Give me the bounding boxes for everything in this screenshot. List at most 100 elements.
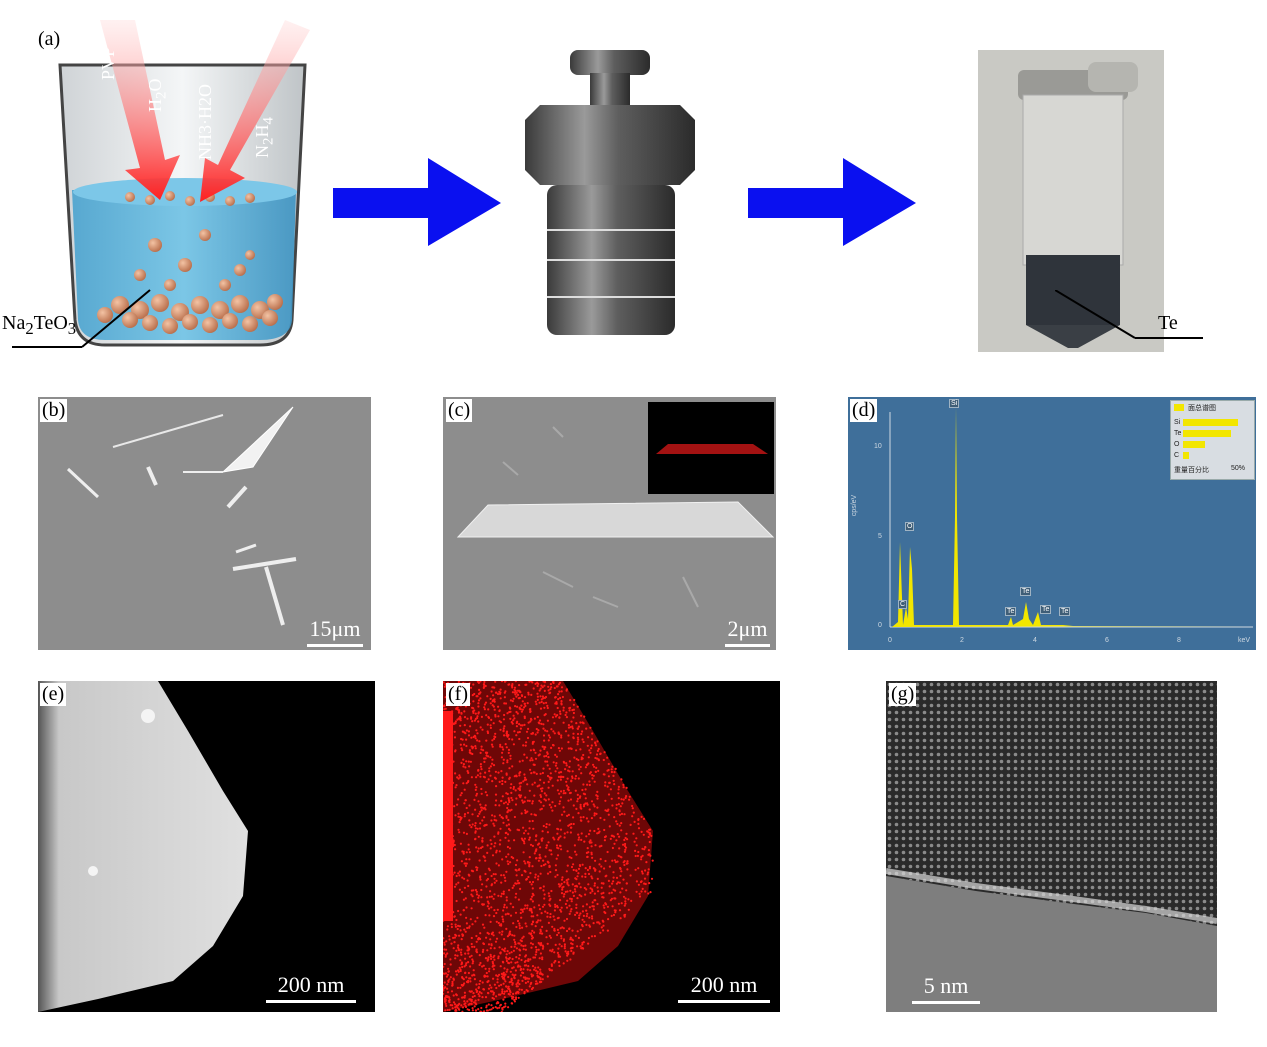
te-signal-dot (579, 721, 582, 724)
te-signal-dot (607, 762, 610, 766)
te-signal-dot (612, 835, 616, 838)
te-signal-dot (587, 756, 590, 759)
te-signal-dot (545, 823, 548, 826)
te-signal-dot (524, 955, 527, 958)
te-signal-dot (622, 783, 625, 786)
te-signal-dot (448, 938, 451, 941)
te-signal-dot (500, 681, 504, 683)
te-signal-dot (534, 733, 537, 736)
te-signal-dot (569, 889, 572, 892)
panel-d-eds: cps/eV 0 5 10 0 2 4 6 8 keV Si O C Te Te… (848, 397, 1256, 650)
te-signal-dot (641, 854, 644, 857)
te-signal-dot (465, 782, 468, 785)
te-signal-dot (612, 871, 615, 874)
te-signal-dot (563, 881, 566, 884)
eds-legend-pct: 50% (1231, 465, 1246, 472)
te-signal-dot (643, 882, 646, 885)
te-signal-dot (492, 897, 495, 900)
eds-legend: 面总谱图 Si Te O C 重量百分比 50% (1170, 400, 1255, 480)
te-signal-dot (495, 1002, 498, 1005)
te-signal-dot (553, 713, 556, 716)
te-signal-dot (483, 760, 486, 763)
te-signal-dot (443, 962, 446, 966)
te-signal-dot (484, 859, 487, 862)
te-signal-dot (614, 861, 617, 864)
te-signal-dot (500, 933, 503, 936)
te-signal-dot (505, 816, 508, 819)
te-signal-dot (492, 822, 495, 825)
te-signal-dot (450, 942, 453, 945)
te-signal-dot (524, 704, 527, 707)
te-signal-dot (537, 976, 540, 979)
te-signal-dot (498, 720, 501, 723)
te-signal-dot (606, 905, 609, 908)
te-signal-dot (553, 909, 556, 912)
te-signal-dot (496, 978, 499, 981)
te-signal-dot (485, 971, 488, 975)
te-signal-dot (563, 810, 566, 813)
te-signal-dot (502, 1006, 505, 1009)
te-signal-dot (470, 869, 473, 872)
te-signal-dot (522, 744, 525, 747)
te-signal-dot (463, 815, 466, 818)
panel-e-scale: 200 nm (266, 972, 356, 1003)
te-signal-dot (576, 705, 579, 708)
te-signal-dot (543, 681, 546, 683)
te-signal-dot (451, 781, 455, 784)
eds-xtick-3: 6 (1105, 637, 1109, 644)
te-signal-dot (588, 865, 592, 868)
te-signal-dot (593, 812, 596, 815)
te-signal-dot (586, 802, 589, 805)
te-signal-dot (534, 969, 538, 972)
te-signal-dot (471, 923, 474, 926)
te-signal-dot (501, 858, 504, 861)
te-signal-dot (536, 715, 539, 719)
te-signal-dot (505, 970, 508, 973)
te-signal-dot (521, 724, 524, 727)
te-signal-dot (498, 1006, 501, 1009)
te-signal-dot (541, 686, 544, 689)
te-signal-dot (472, 683, 475, 686)
te-signal-dot (459, 986, 462, 989)
te-signal-dot (490, 874, 493, 878)
te-signal-dot (491, 686, 494, 689)
te-signal-dot (523, 723, 526, 726)
te-signal-dot (497, 864, 500, 867)
te-signal-dot (567, 950, 570, 953)
te-signal-dot (496, 975, 499, 978)
te-signal-dot (467, 961, 470, 964)
te-signal-dot (474, 1002, 477, 1005)
te-signal-dot (489, 697, 492, 700)
te-signal-dot (486, 905, 489, 908)
te-signal-dot (584, 893, 587, 896)
te-signal-dot (583, 886, 586, 890)
te-signal-dot (539, 944, 542, 947)
te-signal-dot (554, 764, 557, 767)
te-signal-dot (625, 795, 628, 798)
te-signal-dot (503, 967, 506, 970)
te-signal-dot (457, 998, 460, 1001)
te-signal-dot (443, 948, 446, 951)
te-signal-dot (464, 799, 467, 802)
te-signal-dot (460, 953, 463, 956)
te-signal-dot (588, 783, 591, 787)
te-signal-dot (514, 803, 518, 806)
te-signal-dot (495, 974, 498, 977)
te-signal-dot (571, 883, 574, 886)
te-signal-dot (610, 897, 614, 900)
te-signal-dot (599, 816, 602, 820)
te-signal-dot (474, 888, 477, 892)
te-signal-dot (623, 838, 626, 842)
te-signal-dot (543, 689, 546, 692)
te-signal-dot (579, 795, 582, 798)
te-signal-dot (565, 784, 568, 787)
te-signal-dot (504, 947, 507, 950)
te-signal-dot (647, 892, 650, 895)
te-signal-dot (515, 985, 518, 988)
te-signal-dot (444, 986, 447, 989)
te-signal-dot (497, 771, 500, 774)
te-signal-dot (577, 872, 580, 875)
te-signal-dot (540, 980, 543, 983)
te-signal-dot (620, 902, 623, 905)
te-signal-dot (529, 982, 532, 986)
